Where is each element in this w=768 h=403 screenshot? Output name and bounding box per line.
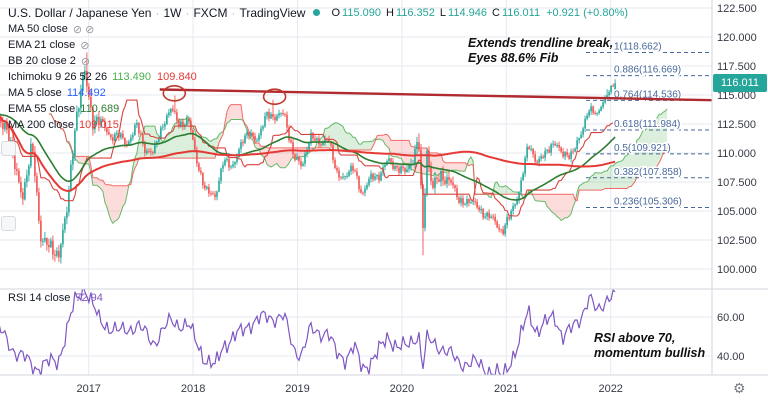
price-tick-label: 110.000 bbox=[717, 148, 756, 160]
indicator-value: 113.490 bbox=[112, 71, 152, 83]
indicator-label[interactable]: MA 5 close bbox=[8, 87, 62, 99]
indicator-value: 109.840 bbox=[157, 71, 197, 83]
ohlc-key: C bbox=[491, 6, 500, 19]
price-tick-label: 107.500 bbox=[717, 177, 757, 189]
exchange-label: FXCM bbox=[193, 5, 228, 20]
time-axis[interactable]: 2017 2018 2019 2020 2021 2022 bbox=[76, 383, 622, 395]
indicator-label[interactable]: MA 50 close bbox=[8, 23, 68, 35]
ohlc-key: O bbox=[331, 6, 341, 19]
indicator-row[interactable]: EMA 55 close 110.689 bbox=[8, 101, 628, 117]
year-tick-label: 2022 bbox=[598, 383, 622, 395]
price-tick-label: 122.500 bbox=[717, 3, 757, 15]
annotation-line: Eyes 88.6% Fib bbox=[468, 51, 559, 65]
annotation-line: RSI above 70, bbox=[594, 331, 676, 345]
ohlc-key: H bbox=[386, 6, 394, 19]
highlight-circle[interactable] bbox=[262, 88, 287, 105]
fib-label: 0.382(107.858) bbox=[614, 167, 682, 178]
indicator-label[interactable]: EMA 55 close bbox=[8, 103, 76, 115]
price-tick-label: 105.000 bbox=[717, 206, 757, 218]
annotation-line: momentum bullish bbox=[594, 346, 706, 360]
eye-hidden-icon[interactable]: ⊘ bbox=[85, 23, 95, 36]
rsi-tick-label: 60.00 bbox=[717, 312, 745, 324]
kijun-line bbox=[0, 99, 616, 217]
annotation-rsi-bullish[interactable]: RSI above 70, momentum bullish bbox=[594, 331, 705, 361]
trendline-drawing[interactable] bbox=[159, 85, 713, 105]
price-axis[interactable]: 122.500 120.000 117.500 115.000 112.500 110.0… bbox=[717, 3, 757, 363]
year-tick-label: 2020 bbox=[390, 383, 414, 395]
indicator-row[interactable]: MA 50 close ⊘ ⊘ bbox=[8, 21, 628, 37]
separator: · bbox=[185, 5, 190, 20]
price-tick-label: 120.000 bbox=[717, 32, 757, 44]
rsi-tick-label: 40.00 bbox=[717, 351, 745, 363]
separator: · bbox=[231, 5, 236, 20]
settings-icon[interactable]: ⚙ bbox=[733, 380, 746, 396]
year-tick-label: 2019 bbox=[285, 383, 309, 395]
year-tick-label: 2017 bbox=[76, 383, 100, 395]
fib-label: 0.886(116.669) bbox=[614, 65, 681, 76]
price-tick-label: 112.500 bbox=[717, 119, 756, 131]
ema55-line bbox=[0, 113, 616, 201]
indicator-label[interactable]: MA 200 close bbox=[8, 119, 75, 131]
indicator-label[interactable]: EMA 21 close bbox=[8, 39, 76, 51]
annotation-line: Extends trendline break, bbox=[468, 36, 614, 50]
indicator-row[interactable]: MA 5 close 114.492 bbox=[8, 85, 628, 101]
fib-label: 0.618(111.984) bbox=[614, 119, 680, 130]
indicator-label[interactable]: BB 20 close 2 bbox=[8, 55, 76, 67]
ohlc-value: 116.011 bbox=[501, 6, 541, 19]
senkou-a-line bbox=[48, 108, 668, 225]
symbol-title[interactable]: U.S. Dollar / Japanese Yen bbox=[8, 5, 152, 20]
rsi-series bbox=[0, 289, 616, 375]
fib-label: 1(118.662) bbox=[614, 42, 662, 53]
eye-hidden-icon[interactable]: ⊘ bbox=[80, 55, 91, 68]
eye-hidden-icon[interactable]: ⊘ bbox=[80, 39, 90, 52]
price-tick-label: 100.000 bbox=[717, 264, 757, 276]
indicator-row[interactable]: MA 200 close 109.015 bbox=[8, 117, 628, 133]
pane-handle-icon[interactable] bbox=[1, 141, 16, 156]
year-tick-label: 2021 bbox=[494, 383, 518, 395]
ohlc-value: 115.090 bbox=[342, 6, 381, 19]
last-price-value: 116.011 bbox=[720, 77, 760, 90]
price-tick-label: 117.500 bbox=[717, 61, 756, 73]
rsi-legend[interactable]: RSI 14 close 72.94 bbox=[8, 290, 103, 305]
annotation-trendline-break[interactable]: Extends trendline break, Eyes 88.6% Fib bbox=[468, 36, 613, 66]
indicator-row[interactable]: EMA 21 close ⊘ bbox=[8, 37, 628, 53]
highlight-circle[interactable] bbox=[162, 85, 187, 102]
indicator-value: 109.015 bbox=[79, 119, 119, 131]
market-status-dot-icon bbox=[313, 9, 321, 16]
indicator-value: 114.492 bbox=[66, 87, 106, 99]
ohlc-value: 116.352 bbox=[395, 6, 435, 19]
legend: U.S. Dollar / Japanese Yen · 1W · FXCM · Tradi… bbox=[8, 4, 628, 133]
indicator-label[interactable]: Ichimoku 9 26 52 26 bbox=[8, 71, 108, 83]
change-value: +0.921 (+0.80%) bbox=[546, 6, 629, 19]
pane-handle-icon[interactable] bbox=[1, 216, 16, 231]
fib-label: 0.5(109.921) bbox=[614, 143, 671, 154]
interval-label[interactable]: 1W bbox=[163, 5, 182, 20]
ohlc-key: L bbox=[439, 6, 447, 19]
fib-label: 0.236(105.306) bbox=[614, 197, 682, 208]
brand-label: TradingView bbox=[239, 5, 306, 20]
price-tick-label: 115.000 bbox=[717, 90, 756, 102]
eye-hidden-icon[interactable]: ⊘ bbox=[72, 23, 83, 36]
ma200-line bbox=[0, 115, 616, 192]
indicator-row[interactable]: BB 20 close 2 ⊘ bbox=[8, 53, 628, 69]
indicator-value: 110.689 bbox=[80, 103, 120, 115]
price-tick-label: 102.500 bbox=[717, 235, 757, 247]
year-tick-label: 2018 bbox=[181, 383, 205, 395]
overlay-lines bbox=[0, 99, 616, 217]
symbol-info-row: U.S. Dollar / Japanese Yen · 1W · FXCM · Tradi… bbox=[8, 4, 628, 21]
last-price-badge[interactable]: 116.011 bbox=[713, 74, 767, 93]
separator: · bbox=[155, 5, 160, 20]
indicator-row[interactable]: Ichimoku 9 26 52 26 113.490 109.840 bbox=[8, 69, 628, 85]
ohlc-value: 114.946 bbox=[448, 6, 487, 19]
rsi-label: RSI 14 close bbox=[8, 291, 71, 304]
rsi-value: 72.94 bbox=[75, 291, 103, 304]
